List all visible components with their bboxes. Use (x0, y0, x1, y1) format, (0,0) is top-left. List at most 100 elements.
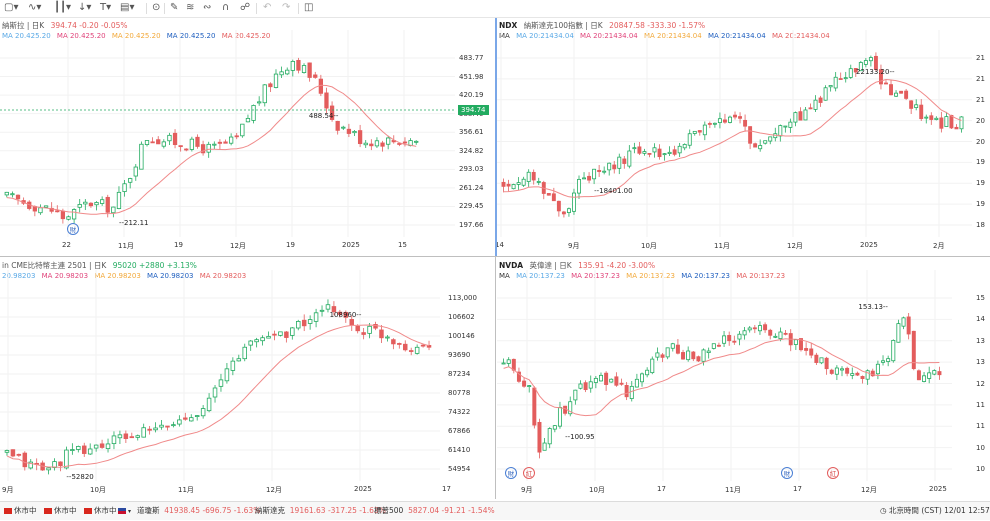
candle[interactable] (879, 69, 883, 85)
candle[interactable] (914, 104, 919, 108)
candle[interactable] (240, 123, 245, 137)
candle[interactable] (266, 336, 271, 339)
candle[interactable] (369, 143, 374, 147)
bar-type-icon[interactable]: ┃┃▾ (54, 2, 72, 13)
time-axis[interactable]: 14 9月 10月 11月 12月 2025 2月 (497, 239, 972, 253)
candle[interactable] (919, 104, 924, 120)
candle[interactable] (536, 181, 541, 183)
candle[interactable] (335, 120, 340, 131)
candle[interactable] (367, 325, 372, 334)
candle[interactable] (150, 141, 155, 144)
chart-panel-bottom-right[interactable]: NVDA 英偉達 | 日K 135.91 -4.20 -3.00% MA MA … (497, 258, 990, 498)
candle[interactable] (657, 148, 662, 158)
candle[interactable] (624, 384, 629, 398)
price-axis[interactable]: 15 14 13 13 12 11 11 10 10 (974, 270, 990, 481)
candle[interactable] (875, 363, 880, 375)
candle[interactable] (123, 433, 129, 439)
chart-panel-bottom-left[interactable]: in CME比特幣主連 2501 | 日K 95020 +2880 +3.13%… (0, 258, 494, 498)
candle[interactable] (144, 140, 150, 145)
candle[interactable] (296, 59, 301, 71)
pencil-icon[interactable]: ✎ (170, 2, 179, 13)
candle[interactable] (414, 140, 419, 143)
candle[interactable] (829, 369, 834, 374)
candle[interactable] (687, 133, 692, 146)
candle[interactable] (717, 118, 722, 124)
candle[interactable] (83, 201, 88, 205)
candle[interactable] (70, 449, 75, 451)
candle[interactable] (272, 333, 277, 336)
candle[interactable] (813, 99, 818, 110)
candle[interactable] (696, 356, 701, 362)
candle[interactable] (139, 143, 144, 170)
candle[interactable] (159, 424, 164, 428)
index-dow[interactable]: 道瓊斯 41938.45 -696.75 -1.63% (137, 506, 261, 515)
candle[interactable] (397, 143, 402, 145)
candle[interactable] (692, 130, 697, 134)
candle[interactable] (818, 97, 823, 103)
compare-icon[interactable]: ▤▾ (120, 2, 135, 13)
candle[interactable] (702, 124, 707, 136)
candle[interactable] (105, 443, 111, 450)
candle[interactable] (324, 92, 329, 109)
candle[interactable] (230, 360, 236, 371)
candle[interactable] (733, 114, 737, 118)
candle[interactable] (307, 319, 313, 324)
candle[interactable] (337, 311, 343, 315)
index-nasdaq[interactable]: 納斯達克 19161.63 -317.25 -1.63% (255, 506, 386, 515)
layout-icon[interactable]: ▢▾ (4, 2, 19, 13)
candle[interactable] (189, 138, 195, 150)
candle[interactable] (911, 330, 916, 370)
candle[interactable] (167, 134, 172, 142)
candle[interactable] (557, 407, 562, 427)
candle[interactable] (105, 196, 110, 213)
candle[interactable] (296, 321, 301, 329)
candle[interactable] (916, 370, 921, 381)
candle[interactable] (617, 156, 622, 169)
candle[interactable] (319, 309, 325, 312)
candle[interactable] (290, 327, 295, 336)
candle[interactable] (834, 367, 839, 375)
candle[interactable] (577, 179, 581, 194)
candle[interactable] (556, 200, 561, 212)
candle[interactable] (526, 171, 531, 182)
candle[interactable] (52, 461, 57, 468)
candle[interactable] (840, 368, 844, 371)
candle[interactable] (506, 359, 511, 364)
candle[interactable] (629, 385, 634, 399)
candle[interactable] (242, 346, 247, 360)
cn2-market-status[interactable]: 休市中 (84, 502, 117, 520)
candle[interactable] (701, 349, 706, 362)
candle[interactable] (15, 194, 21, 200)
candle[interactable] (665, 347, 670, 358)
candle[interactable] (200, 144, 206, 154)
time-axis[interactable]: 9月 10月 17 11月 17 12月 2025 (497, 483, 952, 497)
candle[interactable] (77, 204, 82, 208)
candle[interactable] (194, 415, 200, 417)
candle[interactable] (516, 182, 521, 185)
candle[interactable] (87, 448, 93, 455)
candle[interactable] (922, 375, 927, 382)
candle[interactable] (156, 139, 161, 145)
candle[interactable] (783, 125, 788, 128)
candle[interactable] (363, 142, 368, 146)
candle[interactable] (652, 147, 657, 153)
candle[interactable] (803, 109, 808, 121)
candle[interactable] (682, 144, 687, 149)
text-icon[interactable]: T▾ (100, 2, 112, 13)
hk-market-status[interactable]: 休市中 (4, 502, 37, 520)
candle[interactable] (909, 100, 914, 109)
candle[interactable] (604, 372, 609, 385)
candle[interactable] (397, 343, 402, 345)
candle[interactable] (301, 65, 307, 73)
candle[interactable] (588, 381, 593, 389)
candle[interactable] (838, 78, 843, 80)
candle[interactable] (228, 136, 234, 144)
candle[interactable] (307, 62, 312, 78)
candle[interactable] (712, 122, 717, 125)
candle[interactable] (88, 202, 94, 207)
candle[interactable] (234, 135, 239, 138)
candle[interactable] (4, 450, 10, 453)
candle[interactable] (865, 370, 870, 380)
candle[interactable] (824, 357, 829, 370)
candle[interactable] (645, 369, 650, 376)
